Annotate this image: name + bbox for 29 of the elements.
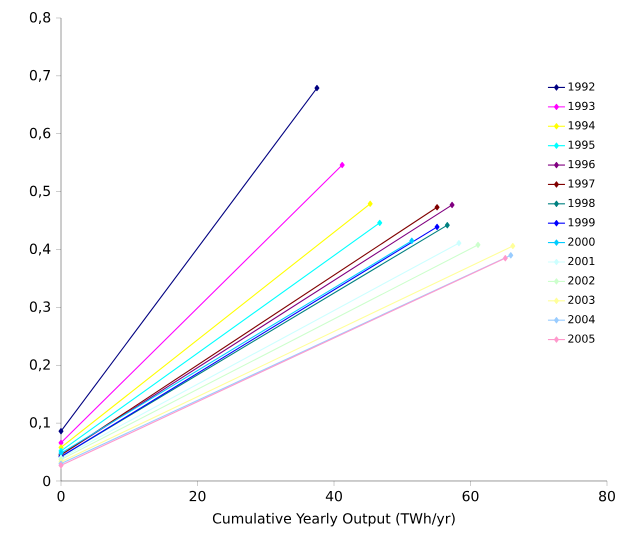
y-tick-label: 0,6 <box>30 128 50 140</box>
legend-label: 2001 <box>568 256 594 266</box>
y-tick-label: 0,2 <box>30 359 50 372</box>
legend-label: 1992 <box>568 82 594 91</box>
y-tick-label: 0,5 <box>30 186 50 198</box>
x-tick-label: 40 <box>326 490 342 502</box>
legend-label: 1993 <box>568 102 594 110</box>
legend-label: 2004 <box>568 315 595 324</box>
legend-label: 1999 <box>568 218 595 226</box>
x-tick-label: 0 <box>57 490 65 502</box>
legend-label: 1997 <box>568 179 594 188</box>
legend-label: 2005 <box>568 334 594 343</box>
legend-label: 2003 <box>568 296 594 304</box>
legend-label: 1998 <box>568 198 595 208</box>
y-tick-label: 0 <box>43 476 50 486</box>
y-tick-label: 0,4 <box>30 243 50 256</box>
y-tick-label: 0,3 <box>30 301 50 314</box>
x-tick-label: 60 <box>462 490 478 502</box>
legend-label: 1995 <box>568 140 594 149</box>
legend-label: 2000 <box>568 238 595 246</box>
x-axis-title: Cumulative Yearly Output (TWh/yr) <box>212 512 455 526</box>
legend-label: 2002 <box>568 276 594 285</box>
y-tick-label: 0,7 <box>30 70 50 82</box>
x-tick-label: 20 <box>190 490 206 502</box>
legend-label: 1996 <box>568 160 595 168</box>
legend-label: 1994 <box>568 121 595 130</box>
y-tick-label: 0,8 <box>30 12 50 24</box>
y-tick-label: 0,1 <box>30 417 50 430</box>
x-tick-label: 80 <box>599 490 615 502</box>
